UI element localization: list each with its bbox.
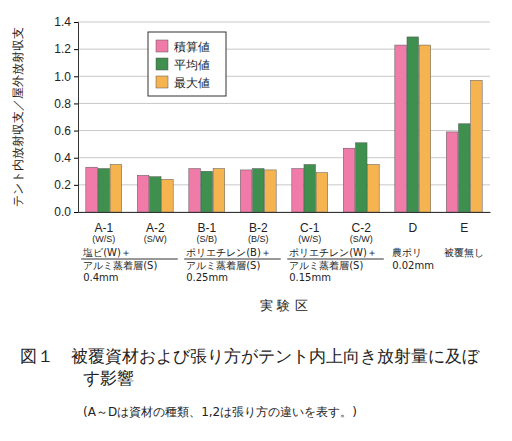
y-tick-mark (74, 22, 78, 23)
bar (149, 177, 161, 212)
bar-series (110, 45, 482, 212)
x-tick-label: A-2(S/W) (144, 221, 167, 244)
bar (240, 170, 252, 212)
bar (162, 179, 174, 212)
bar (137, 175, 149, 212)
group-underline (287, 259, 384, 260)
bar (201, 171, 213, 212)
group-underline (184, 259, 281, 260)
y-tick: 1.2 (54, 42, 78, 56)
x-tick-label: C-2(S/W) (350, 221, 373, 244)
plot: 0.0 0.2 0.4 0.6 0.8 1.0 1.2 1.4 A-1(W/S) A-2(S/W)… (54, 15, 490, 283)
bars (86, 37, 482, 212)
y-axis: 0.0 0.2 0.4 0.6 0.8 1.0 1.2 1.4 (54, 15, 78, 219)
bar (395, 45, 407, 212)
grid (78, 22, 490, 212)
x-tick-label: C-1(W/S) (298, 221, 321, 244)
x-tick: B-1(S/B) (196, 212, 217, 244)
x-tick: A-2(S/W) (144, 212, 167, 244)
group-label: 塩ビ(W)＋アルミ蒸着層(S)0.4mm (82, 247, 157, 283)
y-tick-label: 0.2 (54, 178, 71, 192)
legend-swatch (156, 40, 168, 52)
bar (446, 132, 458, 212)
bar (316, 173, 328, 212)
subtitle: (A～Dは資材の種類、1,2は張り方の違いを表す。) (83, 405, 357, 419)
group-labels: 塩ビ(W)＋アルミ蒸着層(S)0.4mm ポリエチレン(B)＋アルミ蒸着層(S)0… (81, 247, 484, 283)
y-tick: 0.4 (54, 151, 78, 165)
x-axis-title: 実 験 区 (260, 298, 307, 313)
bar (98, 169, 110, 212)
y-tick-mark (74, 103, 78, 104)
bar (471, 80, 483, 212)
x-tick-label: D (408, 221, 417, 235)
title: 図１ 被覆資材および張り方がテント内上向き放射量に及ぼす影響 (20, 346, 480, 388)
x-tick: D (408, 212, 417, 235)
y-tick: 0.0 (54, 205, 78, 219)
x-tick-label: B-1(S/B) (196, 221, 217, 244)
x-tick: B-2(B/S) (248, 212, 269, 244)
y-tick-label: 0.4 (54, 151, 71, 165)
x-axis: A-1(W/S) A-2(S/W) B-1(S/B) B-2(B/S) C-1(W/S)… (79, 212, 491, 244)
y-tick-label: 1.0 (54, 70, 71, 84)
bar (213, 169, 225, 212)
legend: 積算値平均値最大値 (148, 32, 226, 96)
y-tick-label: 1.4 (54, 15, 71, 29)
group-label: ポリエチレン(W)＋アルミ蒸着層(S)0.15mm (289, 247, 377, 283)
bar (189, 169, 201, 212)
x-tick: C-2(S/W) (350, 212, 373, 244)
y-tick: 1.4 (54, 15, 78, 29)
bar (368, 165, 380, 213)
grid-line (78, 22, 490, 23)
x-tick: E (460, 212, 468, 235)
chart: 0.0 0.2 0.4 0.6 0.8 1.0 1.2 1.4 A-1(W/S) A-2(S/W)… (0, 0, 512, 441)
group-label: 被覆無し (444, 247, 484, 258)
group-underline (81, 259, 178, 260)
x-tick: A-1(W/S) (92, 212, 115, 244)
y-tick-mark (74, 131, 78, 132)
legend-label: 積算値 (174, 40, 210, 54)
y-tick-label: 1.2 (54, 42, 71, 56)
bar (265, 170, 277, 212)
bar-series (86, 45, 458, 212)
bar (292, 169, 304, 212)
y-tick-mark (74, 185, 78, 186)
bar (458, 124, 470, 212)
group-label: 農ポリ0.02mm (392, 247, 434, 271)
x-tick: C-1(W/S) (298, 212, 321, 244)
y-tick-label: 0.8 (54, 97, 71, 111)
y-tick-mark (74, 158, 78, 159)
legend-label: 最大値 (174, 76, 210, 90)
y-tick-mark (74, 212, 78, 213)
bar (355, 143, 367, 212)
x-tick-label: A-1(W/S) (92, 221, 115, 244)
y-tick: 1.0 (54, 70, 78, 84)
legend-item: 平均値 (156, 58, 210, 72)
y-axis-line (74, 23, 79, 213)
x-tick-label: B-2(B/S) (248, 221, 269, 244)
y-tick-label: 0.0 (54, 205, 71, 219)
y-tick-label: 0.6 (54, 124, 71, 138)
bar (110, 165, 122, 213)
legend-item: 最大値 (156, 76, 210, 90)
legend-box (148, 32, 226, 96)
bar (86, 167, 98, 212)
bar (252, 169, 264, 212)
legend-swatch (156, 76, 168, 88)
legend-swatch (156, 58, 168, 70)
y-tick-mark (74, 76, 78, 77)
bar (407, 37, 419, 212)
group-label: ポリエチレン(B)＋アルミ蒸着層(S)0.25mm (186, 247, 271, 283)
legend-label: 平均値 (174, 58, 210, 72)
bar (419, 45, 431, 212)
y-tick: 0.6 (54, 124, 78, 138)
y-tick: 0.8 (54, 97, 78, 111)
y-tick-mark (74, 49, 78, 50)
y-axis-title: テント内放射収支／屋外放射収支 (11, 27, 25, 207)
x-axis-line (79, 212, 491, 213)
bar (343, 148, 355, 212)
y-tick: 0.2 (54, 178, 78, 192)
bar (304, 165, 316, 213)
legend-item: 積算値 (156, 40, 210, 54)
x-tick-label: E (460, 221, 468, 235)
